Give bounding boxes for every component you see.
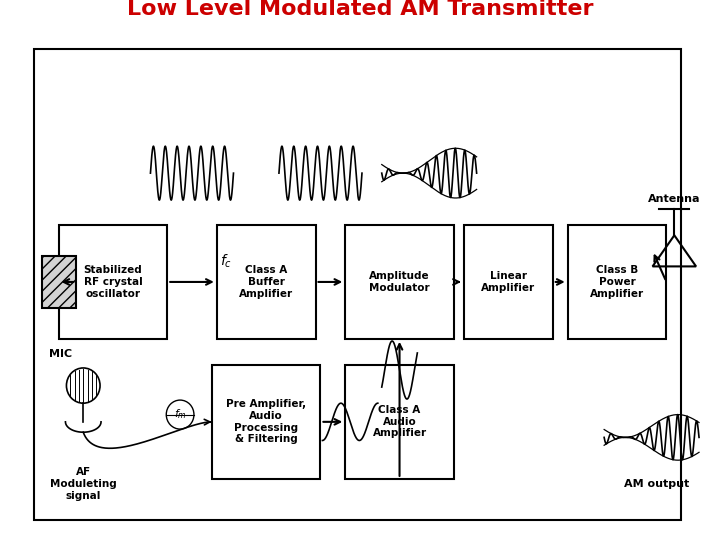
Text: $f_m$: $f_m$ (174, 408, 186, 422)
Text: Class A
Buffer
Amplifier: Class A Buffer Amplifier (239, 265, 293, 299)
Bar (212, 365, 320, 479)
Text: Low Level Modulated AM Transmitter: Low Level Modulated AM Transmitter (127, 0, 593, 19)
Bar (42, 256, 76, 308)
Bar (345, 365, 454, 479)
Text: Amplitude
Modulator: Amplitude Modulator (369, 271, 430, 293)
Circle shape (66, 368, 100, 403)
Text: MIC: MIC (49, 349, 72, 360)
Bar (58, 225, 167, 339)
Text: AM output: AM output (624, 479, 689, 489)
Bar (464, 225, 553, 339)
Text: $f_c$: $f_c$ (220, 253, 232, 270)
Text: Class A
Audio
Amplifier: Class A Audio Amplifier (372, 405, 426, 438)
Text: Class B
Power
Amplifier: Class B Power Amplifier (590, 265, 644, 299)
Text: Pre Amplifier,
Audio
Processing
& Filtering: Pre Amplifier, Audio Processing & Filter… (226, 400, 306, 444)
Bar (217, 225, 315, 339)
Bar (42, 256, 76, 308)
Text: Linear
Amplifier: Linear Amplifier (481, 271, 536, 293)
Text: Stabilized
RF crystal
oscillator: Stabilized RF crystal oscillator (84, 265, 143, 299)
Bar (345, 225, 454, 339)
Text: AF
Moduleting
signal: AF Moduleting signal (50, 468, 117, 501)
Bar (567, 225, 667, 339)
Text: Antenna: Antenna (648, 194, 701, 204)
